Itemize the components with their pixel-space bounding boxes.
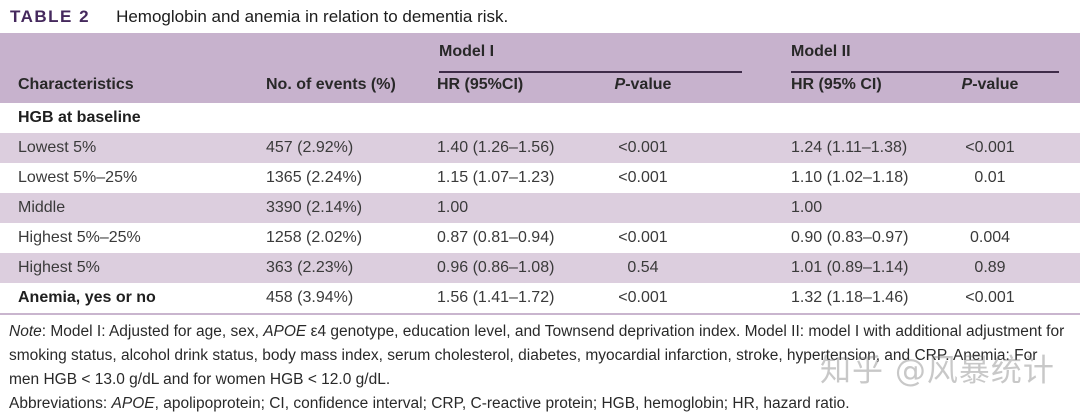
table-row-highest-5-25: Highest 5%–25% 1258 (2.02%) 0.87 (0.81–0… — [0, 223, 1080, 253]
table-row-lowest-5-25: Lowest 5%–25% 1365 (2.24%) 1.15 (1.07–1.… — [0, 163, 1080, 193]
hr-model2-cell: 1.01 (0.89–1.14) — [791, 259, 909, 276]
pvalue-model2-cell: 0.004 — [969, 229, 1011, 246]
row-label: Lowest 5% — [18, 139, 97, 156]
pvalue-model2-cell: 0.89 — [974, 259, 1006, 276]
section-label: HGB at baseline — [18, 109, 141, 126]
pvalue-model2-cell: <0.001 — [965, 289, 1015, 306]
events-cell: 458 (3.94%) — [266, 289, 354, 306]
table-caption: TABLE 2 Hemoglobin and anemia in relation… — [10, 7, 508, 27]
pvalue-model1-cell: <0.001 — [618, 139, 668, 156]
events-cell: 1365 (2.24%) — [266, 169, 363, 186]
abbreviations-paragraph: Abbreviations: APOE, apolipoprotein; CI,… — [9, 395, 850, 412]
table-bottom-rule — [0, 313, 1080, 315]
table-row-middle: Middle 3390 (2.14%) 1.00 1.00 — [0, 193, 1080, 223]
section-row-hgb-at-baseline: HGB at baseline — [0, 103, 1080, 133]
hr-model1-cell: 1.56 (1.41–1.72) — [437, 289, 555, 306]
column-header-hr-model2: HR (95% CI) — [791, 76, 882, 93]
hr-model1-cell: 0.87 (0.81–0.94) — [437, 229, 555, 246]
model-1-underline — [439, 71, 742, 73]
row-label: Lowest 5%–25% — [18, 169, 138, 186]
table-number-label: TABLE 2 — [10, 7, 91, 26]
column-header-pvalue-model1: P-value — [614, 76, 672, 93]
table-footnotes: Note: Model I: Adjusted for age, sex, AP… — [9, 320, 1071, 416]
model-2-underline — [791, 71, 1059, 73]
column-header-events: No. of events (%) — [266, 76, 396, 93]
hr-model1-cell: 1.40 (1.26–1.56) — [437, 139, 555, 156]
table-row-anemia: Anemia, yes or no 458 (3.94%) 1.56 (1.41… — [0, 283, 1080, 313]
pvalue-model2-cell: 0.01 — [974, 169, 1006, 186]
pvalue-model1-cell: <0.001 — [618, 229, 668, 246]
table-body: HGB at baseline Lowest 5% 457 (2.92%) 1.… — [0, 103, 1080, 313]
hr-model1-cell: 1.15 (1.07–1.23) — [437, 169, 555, 186]
events-cell: 363 (2.23%) — [266, 259, 354, 276]
pvalue-model1-cell: 0.54 — [627, 259, 659, 276]
table-caption-text: Hemoglobin and anemia in relation to dem… — [116, 7, 509, 26]
events-cell: 1258 (2.02%) — [266, 229, 363, 246]
pvalue-model1-cell: <0.001 — [618, 169, 668, 186]
hr-model2-cell: 1.24 (1.11–1.38) — [791, 139, 908, 156]
table-row-lowest-5: Lowest 5% 457 (2.92%) 1.40 (1.26–1.56) <… — [0, 133, 1080, 163]
pvalue-model2-cell: <0.001 — [965, 139, 1015, 156]
row-label: Anemia, yes or no — [18, 289, 156, 306]
hr-model2-cell: 0.90 (0.83–0.97) — [791, 229, 909, 246]
column-header-hr-model1: HR (95%CI) — [437, 76, 524, 93]
table-header-band: Model I Model II Characteristics No. of … — [0, 33, 1080, 103]
group-header-model-2: Model II — [791, 43, 851, 60]
row-label: Highest 5%–25% — [18, 229, 141, 246]
group-header-model-1: Model I — [439, 43, 495, 60]
row-label: Middle — [18, 199, 66, 216]
hr-model1-cell: 1.00 — [437, 199, 469, 216]
hr-model2-cell: 1.10 (1.02–1.18) — [791, 169, 909, 186]
hr-model2-cell: 1.32 (1.18–1.46) — [791, 289, 909, 306]
row-label: Highest 5% — [18, 259, 100, 276]
hr-model2-cell: 1.00 — [791, 199, 823, 216]
column-header-pvalue-model2: P-value — [961, 76, 1019, 93]
table-row-highest-5: Highest 5% 363 (2.23%) 0.96 (0.86–1.08) … — [0, 253, 1080, 283]
hr-model1-cell: 0.96 (0.86–1.08) — [437, 259, 555, 276]
pvalue-model1-cell: <0.001 — [618, 289, 668, 306]
note-paragraph: Note: Model I: Adjusted for age, sex, AP… — [9, 323, 1065, 388]
zhihu-watermark: 知乎 @风暴统计 — [820, 353, 1055, 389]
events-cell: 3390 (2.14%) — [266, 199, 363, 216]
column-header-characteristics: Characteristics — [18, 76, 134, 93]
events-cell: 457 (2.92%) — [266, 139, 354, 156]
